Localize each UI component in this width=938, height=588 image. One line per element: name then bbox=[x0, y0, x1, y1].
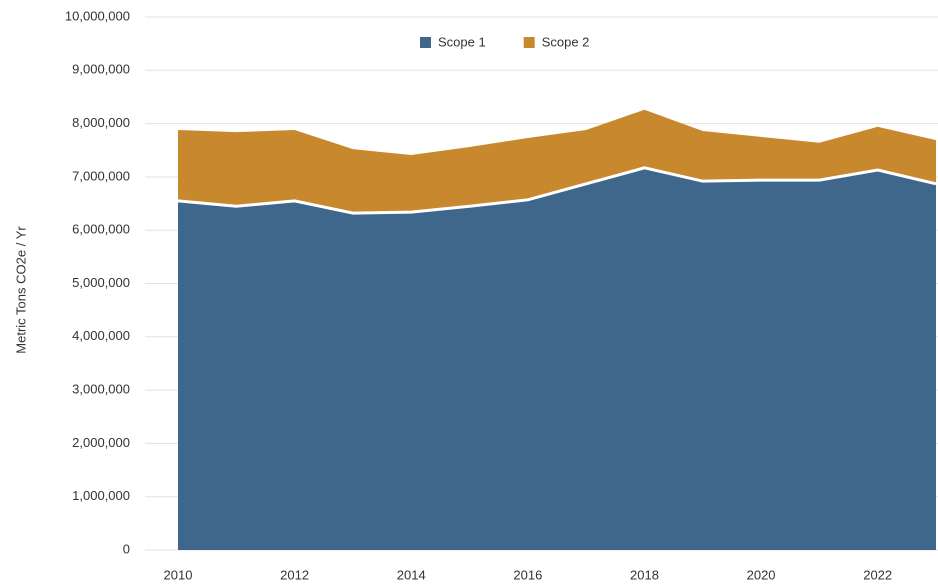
y-tick-label: 3,000,000 bbox=[72, 382, 130, 397]
y-tick-label: 7,000,000 bbox=[72, 168, 130, 183]
x-tick-label: 2016 bbox=[513, 567, 542, 582]
x-tick-label: 2012 bbox=[280, 567, 309, 582]
area bbox=[178, 109, 936, 214]
y-tick-label: 10,000,000 bbox=[65, 8, 130, 23]
x-tick-label: 2020 bbox=[747, 567, 776, 582]
legend-swatch bbox=[420, 37, 431, 48]
area bbox=[178, 167, 936, 551]
legend-label: Scope 1 bbox=[438, 34, 486, 49]
x-tick-label: 2022 bbox=[863, 567, 892, 582]
x-tick-label: 2010 bbox=[164, 567, 193, 582]
y-tick-label: 2,000,000 bbox=[72, 435, 130, 450]
series-boundary bbox=[177, 166, 937, 215]
legend-swatch bbox=[523, 37, 535, 48]
legend-label: Scope 2 bbox=[542, 34, 590, 49]
y-tick-label: 0 bbox=[123, 541, 130, 556]
y-tick-label: 6,000,000 bbox=[72, 222, 130, 237]
x-tick-label: 2014 bbox=[397, 567, 426, 582]
x-tick-label: 2018 bbox=[630, 567, 659, 582]
y-tick-label: 1,000,000 bbox=[72, 488, 130, 503]
y-tick-label: 5,000,000 bbox=[72, 275, 130, 290]
y-axis-label: Metric Tons CO2e / Yr bbox=[13, 226, 28, 354]
y-tick-label: 4,000,000 bbox=[72, 328, 130, 343]
y-tick-label: 8,000,000 bbox=[72, 115, 130, 130]
y-tick-label: 9,000,000 bbox=[72, 62, 130, 77]
